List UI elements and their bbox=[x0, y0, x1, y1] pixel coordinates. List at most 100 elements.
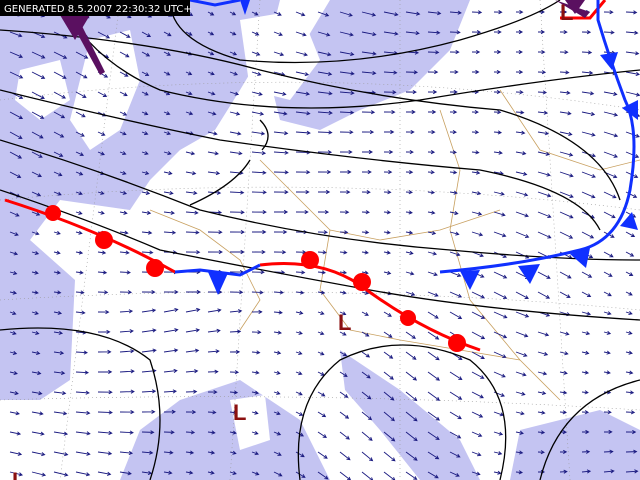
wind-arrow bbox=[229, 410, 238, 415]
wind-arrow bbox=[230, 249, 245, 255]
wind-arrow bbox=[339, 11, 353, 17]
wind-arrow bbox=[273, 411, 281, 416]
wind-arrow bbox=[559, 9, 568, 15]
wind-arrow bbox=[427, 11, 442, 16]
wind-arrow bbox=[31, 330, 40, 335]
wind-arrow bbox=[97, 91, 108, 97]
wind-arrow bbox=[207, 230, 223, 235]
wind-arrow bbox=[383, 129, 395, 135]
wind-arrow bbox=[361, 351, 371, 358]
wind-arrow bbox=[603, 10, 614, 15]
wind-arrow bbox=[625, 390, 635, 395]
wind-arrow bbox=[97, 471, 112, 476]
wind-arrow bbox=[537, 291, 551, 299]
wind-arrow bbox=[9, 270, 18, 276]
wind-arrow bbox=[185, 328, 201, 333]
wind-arrow bbox=[361, 31, 377, 37]
wind-arrow bbox=[471, 351, 485, 360]
wind-arrow bbox=[317, 169, 332, 175]
wind-arrow bbox=[383, 210, 392, 215]
wind-arrow bbox=[339, 51, 355, 57]
timestamp: GENERATED 8.5.2007 22:30:32 UTC+ bbox=[4, 4, 192, 15]
wind-arrow bbox=[119, 329, 134, 334]
wind-arrow bbox=[581, 191, 596, 199]
wind-arrow bbox=[449, 89, 458, 95]
wind-arrow bbox=[603, 291, 612, 297]
wind-arrow bbox=[493, 150, 503, 155]
wind-arrow bbox=[581, 331, 591, 336]
wind-arrow bbox=[97, 329, 111, 335]
wind-arrow bbox=[537, 110, 549, 115]
wind-arrow bbox=[97, 349, 112, 354]
wind-arrow bbox=[185, 307, 201, 313]
wind-arrow bbox=[471, 231, 484, 237]
wind-arrow bbox=[273, 250, 287, 255]
wind-arrow bbox=[427, 391, 441, 401]
wind-arrow bbox=[581, 311, 592, 316]
wind-arrow bbox=[97, 369, 113, 375]
wind-arrow bbox=[317, 130, 333, 135]
wind-arrow bbox=[163, 307, 179, 313]
wind-arrow bbox=[603, 131, 619, 138]
wind-arrow bbox=[251, 370, 260, 375]
wind-arrow bbox=[31, 391, 43, 396]
wind-arrow bbox=[493, 29, 502, 35]
wind-arrow bbox=[141, 190, 151, 195]
wind-arrow bbox=[449, 69, 459, 75]
wind-arrow bbox=[405, 230, 414, 235]
wind-arrow bbox=[207, 31, 215, 36]
warm-front bbox=[4, 0, 607, 352]
wind-arrow bbox=[581, 111, 596, 116]
wind-arrow bbox=[31, 231, 40, 236]
wind-arrow bbox=[339, 391, 349, 398]
wind-arrow bbox=[383, 371, 394, 380]
wind-arrow bbox=[185, 410, 197, 415]
wind-arrow bbox=[163, 111, 171, 116]
wind-arrow bbox=[339, 149, 353, 155]
wind-arrow bbox=[603, 211, 616, 219]
wind-arrow bbox=[9, 411, 20, 416]
wind-arrow bbox=[53, 290, 62, 295]
wind-arrow bbox=[163, 348, 179, 353]
wind-arrow bbox=[427, 331, 440, 340]
wind-arrow bbox=[75, 390, 90, 395]
wind-arrow bbox=[471, 10, 483, 15]
wind-arrow bbox=[53, 270, 61, 275]
wind-arrow bbox=[427, 30, 441, 35]
wind-arrow bbox=[625, 251, 635, 257]
wind-arrow bbox=[471, 411, 484, 418]
wind-arrow bbox=[141, 470, 153, 475]
wind-arrow bbox=[317, 150, 333, 155]
wind-arrow bbox=[9, 131, 23, 139]
wind-arrow bbox=[361, 169, 372, 175]
wind-arrow bbox=[383, 70, 398, 75]
wind-arrow bbox=[537, 29, 546, 35]
wind-arrow bbox=[119, 111, 128, 116]
wind-arrow bbox=[185, 171, 197, 176]
wind-arrow bbox=[97, 390, 113, 395]
wind-arrow bbox=[493, 470, 502, 475]
wind-arrow bbox=[185, 348, 200, 353]
wind-arrow bbox=[207, 11, 215, 16]
country-borders bbox=[149, 89, 640, 401]
wind-arrow bbox=[295, 471, 306, 478]
wind-arrow bbox=[251, 451, 260, 456]
wind-arrow bbox=[163, 289, 179, 295]
wind-arrow bbox=[317, 331, 325, 336]
wind-arrow bbox=[295, 71, 310, 77]
wind-arrow bbox=[383, 250, 391, 255]
wind-arrow bbox=[207, 308, 222, 313]
wind-arrow bbox=[251, 210, 267, 215]
wind-arrow bbox=[405, 291, 416, 296]
wind-arrow bbox=[603, 449, 614, 454]
wind-arrow bbox=[53, 91, 66, 99]
wind-arrow bbox=[515, 391, 526, 396]
wind-arrow bbox=[317, 91, 333, 96]
wind-arrow bbox=[317, 230, 328, 235]
wind-arrow bbox=[515, 231, 530, 238]
wind-arrow bbox=[449, 271, 462, 277]
wind-arrow bbox=[295, 371, 303, 376]
timestamp-box bbox=[0, 0, 190, 16]
wind-arrow bbox=[603, 30, 615, 35]
wind-arrow bbox=[119, 349, 135, 354]
